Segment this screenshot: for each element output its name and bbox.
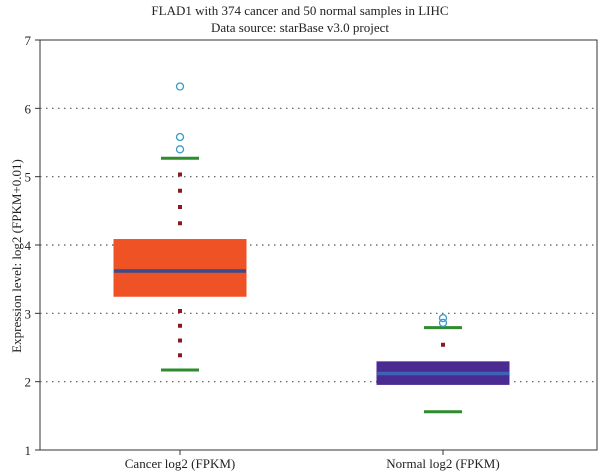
outlier-point	[175, 82, 185, 91]
y-tick-label: 1	[25, 443, 32, 458]
whisker-dot	[178, 221, 182, 226]
y-tick-label: 5	[25, 170, 32, 185]
x-tick-label: Cancer log2 (FPKM)	[125, 456, 236, 471]
x-tick-label: Normal log2 (FPKM)	[386, 456, 499, 471]
box	[113, 239, 247, 297]
box-group-1: Cancer log2 (FPKM)	[113, 82, 247, 471]
whisker-dot	[441, 342, 445, 347]
y-tick-label: 7	[25, 33, 32, 48]
outlier-point	[175, 132, 185, 142]
whisker-dot	[178, 188, 182, 193]
chart-subtitle: Data source: starBase v3.0 project	[211, 20, 389, 35]
whisker-dot	[178, 323, 182, 328]
y-tick-label: 3	[25, 306, 32, 321]
outlier-point	[438, 318, 448, 328]
y-tick-label: 4	[25, 238, 32, 253]
whisker-dot	[178, 338, 182, 343]
y-tick-label: 6	[25, 101, 32, 116]
y-tick-label: 2	[25, 375, 32, 390]
box-group-2: Normal log2 (FPKM)	[376, 313, 510, 471]
whisker-dot	[178, 172, 182, 177]
whisker-dot	[178, 353, 182, 358]
whisker-dot	[178, 205, 182, 210]
outlier-point	[175, 145, 185, 154]
outlier-point	[438, 313, 448, 323]
chart-title: FLAD1 with 374 cancer and 50 normal samp…	[151, 3, 449, 18]
whisker-dot	[178, 309, 182, 314]
